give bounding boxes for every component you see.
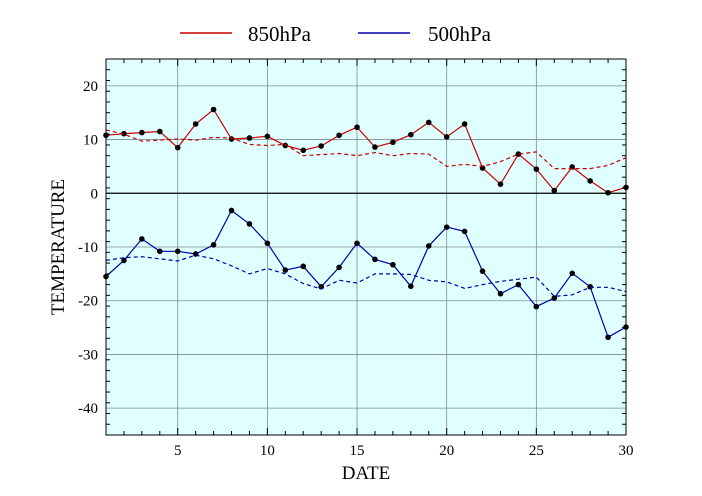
data-point: [121, 257, 127, 264]
data-point: [461, 121, 468, 127]
ticks: 5 10 15 20 25 30 20 10 0 -10 -20 -30 -40: [78, 58, 634, 459]
legend: 850hPa 500hPa: [180, 22, 492, 46]
data-point: [497, 290, 504, 297]
x-tick-label: 30: [619, 443, 634, 459]
data-point: [156, 248, 163, 255]
data-point: [210, 106, 217, 113]
data-point: [174, 144, 181, 151]
data-point: [156, 128, 163, 135]
legend-label: 500hPa: [428, 22, 492, 46]
plot-frame: [105, 58, 627, 436]
data-point: [605, 189, 611, 196]
data-point: [443, 134, 450, 140]
data-point: [139, 129, 145, 136]
series-line-1: [105, 129, 627, 170]
data-point: [425, 119, 432, 126]
data-point: [121, 130, 127, 137]
y-tick-label: 20: [83, 79, 98, 95]
data-point: [372, 144, 378, 150]
series-line-0: [105, 108, 627, 194]
data-point: [264, 133, 271, 140]
data-point: [210, 242, 217, 248]
data-point: [533, 303, 540, 310]
x-tick-label: 5: [174, 443, 182, 459]
data-point: [515, 281, 522, 288]
data-point: [533, 166, 540, 172]
data-point: [300, 263, 307, 270]
series-line-3: [105, 254, 627, 298]
data-point: [408, 131, 414, 138]
data-point: [461, 228, 468, 235]
data-point: [354, 240, 360, 247]
data-point: [264, 240, 271, 247]
data-point: [408, 283, 414, 290]
data-point: [228, 207, 235, 214]
series-layer: [103, 106, 629, 341]
data-point: [192, 121, 199, 127]
data-point: [139, 236, 145, 242]
x-tick-label: 25: [529, 443, 544, 459]
x-tick-label: 10: [260, 443, 275, 459]
data-point: [282, 142, 289, 149]
data-point: [425, 243, 432, 249]
y-tick-label: 0: [91, 186, 99, 202]
data-point: [390, 261, 396, 268]
x-axis-title: DATE: [342, 463, 391, 484]
y-tick-label: -30: [78, 347, 98, 363]
y-tick-label: -20: [78, 294, 98, 310]
x-tick-label: 15: [350, 443, 365, 459]
data-point: [300, 147, 307, 154]
data-point: [282, 267, 289, 273]
data-point: [551, 187, 558, 194]
series-line-2: [105, 209, 627, 339]
data-point: [354, 124, 360, 131]
data-point: [246, 135, 253, 141]
y-axis-title: TEMPERATURE: [48, 179, 69, 315]
y-tick-label: -10: [78, 240, 98, 256]
data-point: [336, 264, 342, 271]
x-tick-label: 20: [439, 443, 454, 459]
data-point: [336, 132, 342, 139]
data-point: [390, 139, 396, 146]
data-point: [246, 221, 253, 227]
data-point: [479, 268, 486, 274]
data-point: [174, 248, 181, 255]
data-point: [569, 270, 576, 277]
data-point: [587, 178, 593, 184]
data-point: [318, 143, 324, 149]
data-point: [515, 151, 522, 157]
data-point: [605, 334, 611, 341]
y-tick-label: 10: [83, 133, 98, 149]
data-point: [372, 256, 378, 263]
data-point: [551, 295, 558, 301]
data-point: [443, 224, 450, 230]
grid: [106, 59, 626, 435]
legend-label: 850hPa: [248, 22, 312, 46]
y-tick-label: -40: [78, 401, 98, 417]
data-point: [497, 181, 504, 187]
